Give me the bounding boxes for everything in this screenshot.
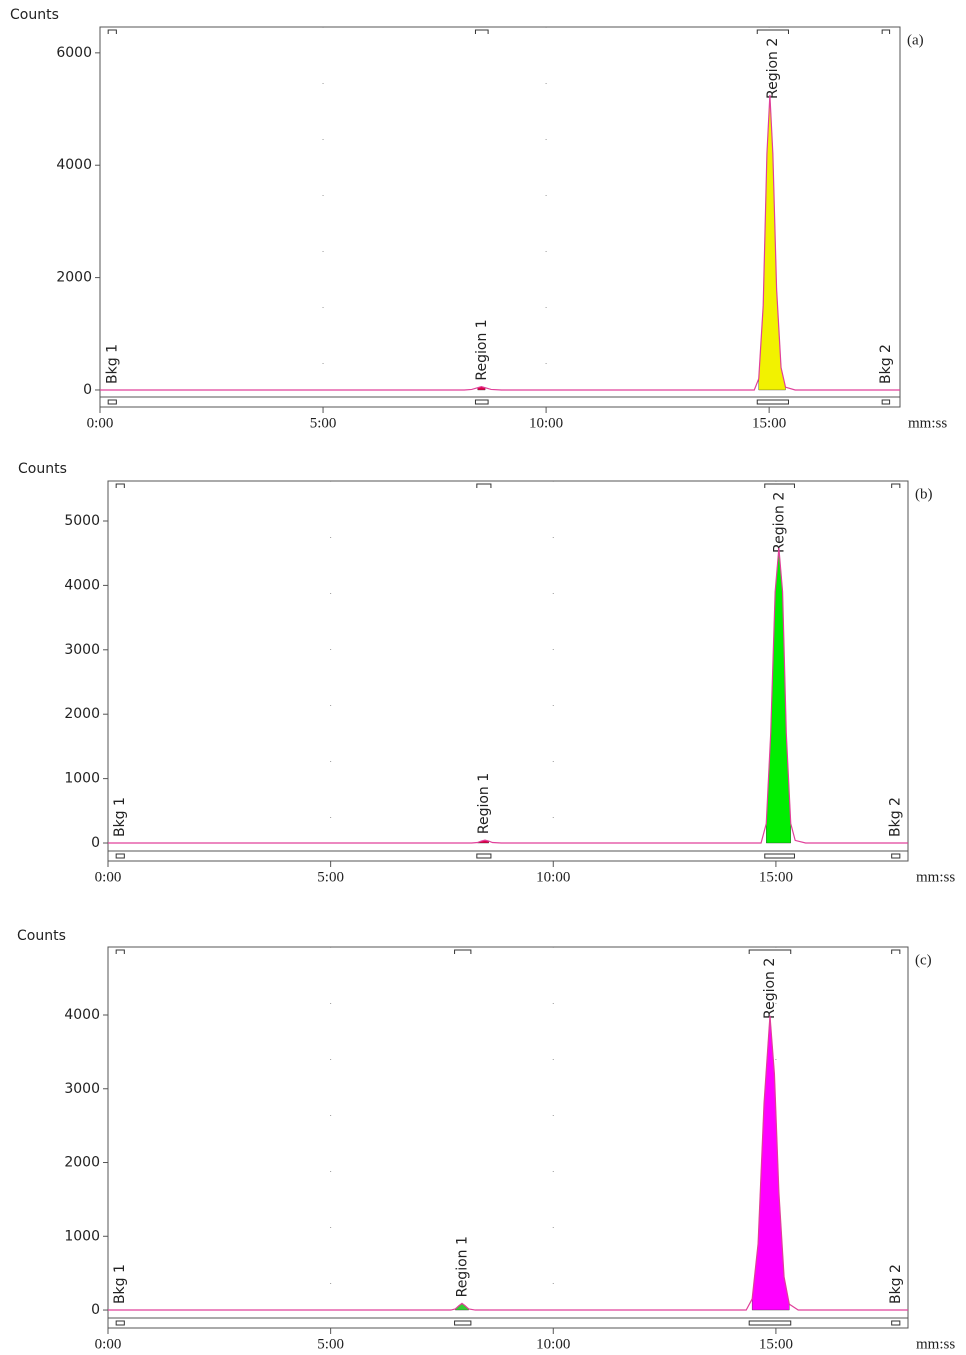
region-label: Bkg 2 — [888, 1264, 904, 1304]
x-axis-label: mm:ss — [916, 1336, 955, 1352]
plot-frame — [107, 480, 909, 862]
y-tick-label: 6000 — [56, 45, 92, 61]
x-axis-label: mm:ss — [908, 415, 947, 431]
region-label: Region 1 — [474, 319, 490, 380]
region-bracket — [115, 483, 125, 488]
region-bracket — [756, 29, 789, 34]
region-label: Region 2 — [762, 958, 778, 1019]
region-label: Region 2 — [772, 492, 788, 553]
x-tick-label: 0:00 — [95, 1336, 122, 1352]
region-bracket — [881, 29, 891, 34]
y-tick-label: 2000 — [64, 706, 100, 722]
region-bracket — [107, 29, 117, 34]
x-tick-label: 5:00 — [310, 415, 337, 431]
region-marker — [107, 399, 117, 405]
panel-label: (c) — [915, 952, 932, 968]
region-marker — [115, 1320, 125, 1326]
peak-fill — [766, 548, 791, 844]
region-bracket — [764, 483, 795, 488]
region-label: Region 1 — [455, 1236, 471, 1297]
region-marker — [881, 399, 891, 405]
x-tick-label: 5:00 — [317, 1336, 344, 1352]
y-tick-label: 2000 — [64, 1155, 100, 1171]
x-tick-label: 15:00 — [759, 1336, 793, 1352]
y-tick-label: 4000 — [64, 1007, 100, 1023]
y-tick-label: 3000 — [64, 642, 100, 658]
region-marker — [454, 1320, 472, 1326]
y-tick-label: 3000 — [64, 1081, 100, 1097]
region-label: Bkg 1 — [112, 797, 128, 837]
y-tick-label: 4000 — [56, 157, 92, 173]
region-label: Bkg 1 — [112, 1264, 128, 1304]
region-bracket — [474, 29, 489, 34]
region-label: Bkg 1 — [104, 344, 120, 384]
trace-line — [108, 547, 908, 844]
x-tick-label: 0:00 — [95, 869, 122, 885]
y-tick-label: 1000 — [64, 1228, 100, 1244]
x-tick-label: 5:00 — [317, 869, 344, 885]
plot-frame — [107, 946, 909, 1329]
region-label: Region 2 — [765, 38, 781, 99]
region-bracket — [891, 949, 901, 954]
region-label: Bkg 2 — [888, 797, 904, 837]
region-marker — [476, 853, 492, 859]
region-marker — [115, 853, 125, 859]
y-tick-label: 5000 — [64, 513, 100, 529]
region-label: Bkg 2 — [878, 344, 894, 384]
region-bracket — [748, 949, 792, 954]
y-tick-label: 4000 — [64, 577, 100, 593]
region-bracket — [891, 483, 901, 488]
y-tick-label: 0 — [91, 835, 100, 851]
y-axis-label: Counts — [18, 461, 67, 477]
x-tick-label: 0:00 — [87, 415, 114, 431]
trace-line — [108, 1015, 908, 1311]
plot-frame — [99, 26, 901, 408]
trace-line — [100, 94, 900, 391]
region-marker — [891, 853, 901, 859]
panel-label: (b) — [915, 486, 933, 502]
y-tick-label: 1000 — [64, 771, 100, 787]
region-bracket — [115, 949, 125, 954]
panel-label: (a) — [907, 32, 924, 48]
x-tick-label: 10:00 — [536, 869, 570, 885]
y-axis-label: Counts — [10, 7, 59, 23]
y-tick-label: 0 — [83, 382, 92, 398]
region-marker — [764, 853, 795, 859]
region-bracket — [476, 483, 492, 488]
region-marker — [891, 1320, 901, 1326]
region-marker — [756, 399, 789, 405]
x-tick-label: 10:00 — [529, 415, 563, 431]
region-label: Region 1 — [476, 773, 492, 834]
region-marker — [474, 399, 489, 405]
x-tick-label: 15:00 — [759, 869, 793, 885]
y-tick-label: 0 — [91, 1302, 100, 1318]
y-tick-label: 2000 — [56, 270, 92, 286]
y-axis-label: Counts — [17, 928, 66, 944]
region-bracket — [454, 949, 472, 954]
x-axis-label: mm:ss — [916, 869, 955, 885]
region-marker — [748, 1320, 792, 1326]
x-tick-label: 10:00 — [536, 1336, 570, 1352]
x-tick-label: 15:00 — [752, 415, 786, 431]
